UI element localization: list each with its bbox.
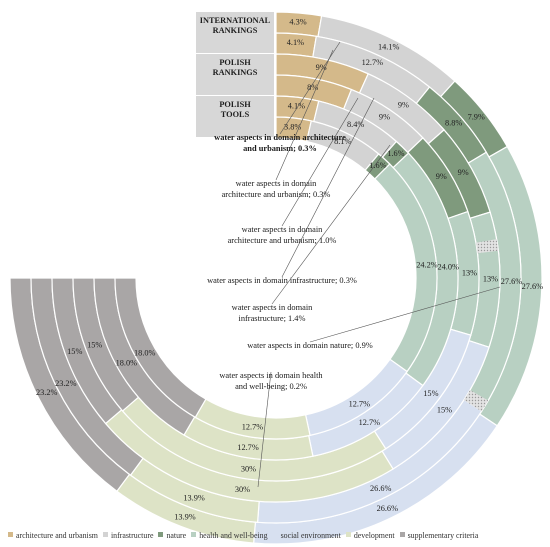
annotation-text: architecture and urbanism; 0.3% [222,190,331,199]
legend-swatch [345,532,351,537]
annotation: water aspects in domain infrastructure; 1… [232,144,391,323]
ring-label: POLISH [219,100,251,109]
ring-label: POLISH [219,58,251,67]
ring-label-group: INTERNATIONALRANKINGSPOLISHRANKINGSPOLIS… [196,12,274,137]
value-label: 7.9% [468,113,485,122]
ring-label: RANKINGS [213,26,258,35]
value-label: 30% [241,464,256,473]
annotation-text: water aspects in domain [236,179,318,188]
legend-swatch [272,532,278,537]
dotted-patch [475,239,499,254]
annotation-text: and urbanism; 0.3% [243,144,317,153]
value-label: 26.6% [370,484,392,493]
annotation: water aspects in domain nature; 0.9% [247,286,501,350]
value-label: 1.6% [387,149,404,158]
value-label: 1.6% [369,161,386,170]
value-label: 4.1% [288,102,305,111]
annotation: water aspects in domain infrastructure; … [207,97,375,285]
legend-item: development [345,531,395,540]
value-label: 24.0% [437,262,459,271]
legend-item: health and well-being [191,531,268,540]
legend-swatch [158,532,164,537]
annotation-text: water aspects in domain nature; 0.9% [247,341,373,350]
value-label: 12.7% [242,423,264,432]
legend-swatch [399,532,405,537]
legend-label: health and well-being [199,531,268,540]
annotation: water aspects in domain health and well-b… [219,371,323,488]
value-label: 23.2% [36,388,58,397]
legend-item: nature [158,531,186,540]
annotation-text: water aspects in domain architecture [214,133,346,142]
legend-item: infrastructure [102,531,154,540]
value-label: 15% [423,389,438,398]
value-label: 9% [316,63,327,72]
legend-swatch [191,532,197,537]
value-label: 14.1% [378,42,400,51]
value-label: 8.8% [445,118,462,127]
legend-item: social environment [272,531,341,540]
value-label: 23.2% [55,379,77,388]
ring-label: INTERNATIONAL [200,16,271,25]
annotation: water aspects in domain architecture and … [222,49,334,199]
value-label: 9% [398,100,409,109]
value-label: 13.9% [174,513,196,522]
value-label: 9% [379,113,390,122]
value-label: 15% [67,347,82,356]
legend-label: development [353,531,395,540]
ring-label-box [196,12,274,53]
legend-item: supplementary criteria [399,531,479,540]
value-label: 13% [462,268,477,277]
value-label: 15% [437,406,452,415]
ring-label: RANKINGS [213,68,258,77]
value-label: 12.7% [237,443,259,452]
value-label: 30% [235,485,250,494]
ring-label-box [196,54,274,95]
annotation-text: architecture and urbanism; 1.0% [228,236,337,245]
value-label: 15% [87,341,102,350]
dotted-patch [463,390,489,412]
value-label: 18.0% [134,349,156,358]
legend-label: supplementary criteria [407,531,479,540]
value-label: 24.2% [416,260,438,269]
value-label: 3.8% [284,122,301,131]
value-label: 27.6% [522,282,544,291]
legend-label: infrastructure [110,531,154,540]
value-label: 8.1% [334,137,351,146]
legend-swatch [102,532,108,537]
segment-supplementary-criteria-ring-6 [114,277,207,419]
value-label: 4.3% [289,17,306,26]
value-label: 4.1% [287,38,304,47]
value-label: 13% [483,275,498,284]
annotation-text: water aspects in domain [232,303,314,312]
legend-label: nature [166,531,187,540]
annotation-text: water aspects in domain [242,225,324,234]
value-label: 9% [458,168,469,177]
legend-item: architecture and urbanism [8,531,98,540]
value-label: 8.4% [347,120,364,129]
annotation: water aspects in domain architecture and … [228,97,359,245]
value-label: 12.7% [359,418,381,427]
value-label: 26.6% [377,504,399,513]
value-label: 8% [307,83,318,92]
value-label: 9% [436,172,447,181]
chart-legend: architecture and urbanism infrastructure n… [8,531,548,540]
annotation-text: infrastructure; 1.4% [239,314,306,323]
value-label: 12.7% [362,58,384,67]
annotation-text: water aspects in domain infrastructure; … [207,276,357,285]
ring-label: TOOLS [221,110,250,119]
value-label: 12.7% [349,399,371,408]
legend-label: architecture and urbanism [16,531,98,540]
legend-label: social environment [280,531,341,540]
value-label: 13.9% [183,494,205,503]
value-label: 27.6% [501,277,523,286]
annotation-text: water aspects in domain health [219,371,323,380]
annotation-text: and well-being; 0.2% [235,382,307,391]
legend-swatch [8,532,13,537]
value-label: 18.0% [116,359,138,368]
ring-label-box [196,96,274,137]
